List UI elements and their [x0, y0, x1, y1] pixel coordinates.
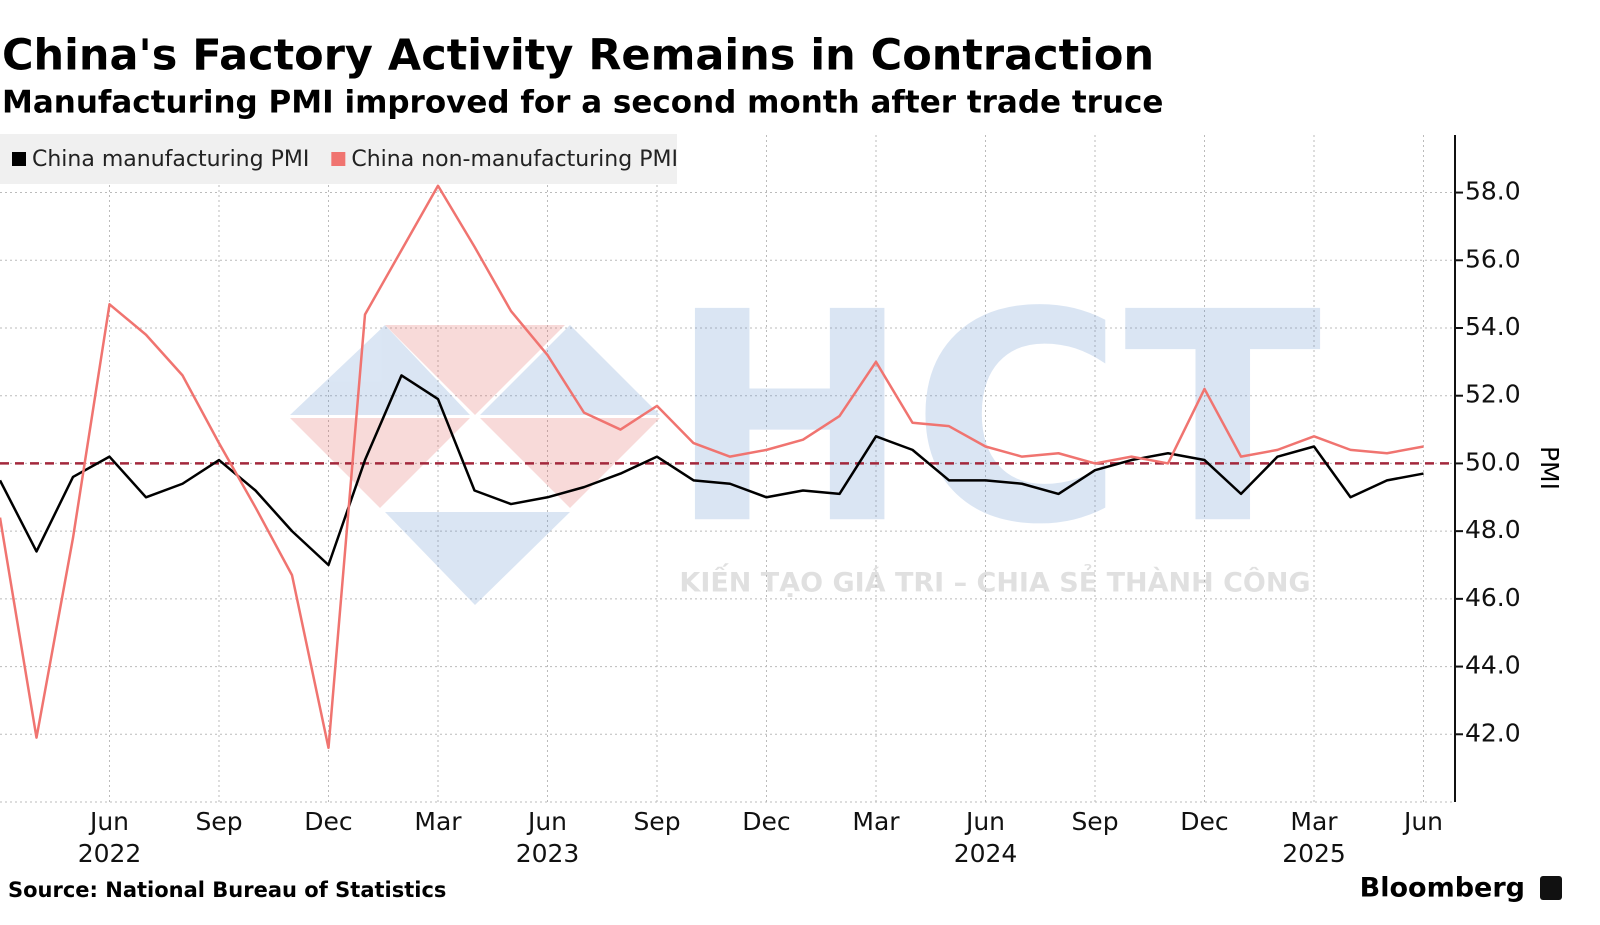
x-tick-label: Jun: [964, 807, 1005, 836]
legend-swatch: [331, 152, 346, 166]
source: Source: National Bureau of Statistics: [8, 878, 446, 902]
y-tick-label: 52.0: [1465, 380, 1521, 409]
legend-swatch: [12, 152, 26, 166]
x-tick-label: Sep: [195, 807, 242, 836]
x-year-label: 2024: [954, 839, 1018, 868]
x-tick-label: Sep: [633, 807, 680, 836]
x-tick-label: Dec: [1180, 807, 1228, 836]
y-tick-label: 56.0: [1465, 244, 1521, 273]
x-tick-label: Jun: [88, 807, 129, 836]
brand-icon: [1540, 876, 1562, 900]
legend-label: China non-manufacturing PMI: [351, 147, 678, 172]
legend-label: China manufacturing PMI: [32, 147, 309, 172]
y-tick-label: 54.0: [1465, 312, 1521, 341]
y-tick-label: 44.0: [1465, 651, 1521, 680]
y-axis-label: PMI: [1535, 446, 1564, 490]
x-tick-label: Jun: [526, 807, 567, 836]
series-line: [0, 184, 1424, 750]
x-tick-label: Dec: [742, 807, 790, 836]
watermark-shape: [385, 325, 565, 415]
x-tick-label: Sep: [1071, 807, 1118, 836]
x-year-label: 2023: [516, 839, 580, 868]
y-tick-label: 50.0: [1465, 447, 1521, 476]
watermark: HCT KIẾN TẠO GIÁ TRI – CHIA SẺ THÀNH CÔN…: [290, 251, 1323, 605]
watermark-shape: [480, 325, 660, 415]
x-year-label: 2022: [78, 839, 142, 868]
y-tick-label: 46.0: [1465, 583, 1521, 612]
y-tick-label: 42.0: [1465, 718, 1521, 747]
x-tick-label: Mar: [852, 807, 900, 836]
x-tick-label: Mar: [414, 807, 462, 836]
chart-title: China's Factory Activity Remains in Cont…: [2, 31, 1154, 81]
chart-subtitle: Manufacturing PMI improved for a second …: [2, 85, 1163, 121]
watermark-logo: HCT: [668, 251, 1323, 588]
x-tick-label: Jun: [1402, 807, 1443, 836]
brand: Bloomberg: [1360, 873, 1525, 904]
x-year-label: 2025: [1282, 839, 1346, 868]
x-tick-label: Mar: [1290, 807, 1338, 836]
watermark-shape: [290, 325, 470, 415]
y-tick-label: 58.0: [1465, 177, 1521, 206]
watermark-shape: [385, 512, 570, 605]
y-tick-label: 48.0: [1465, 515, 1521, 544]
watermark-tagline: KIẾN TẠO GIÁ TRI – CHIA SẺ THÀNH CÔNG: [679, 564, 1310, 599]
x-tick-label: Dec: [304, 807, 352, 836]
